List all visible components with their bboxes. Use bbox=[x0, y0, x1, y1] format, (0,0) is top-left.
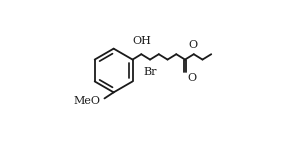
Text: O: O bbox=[188, 73, 197, 83]
Text: OH: OH bbox=[133, 37, 151, 46]
Text: O: O bbox=[189, 40, 198, 50]
Text: Br: Br bbox=[144, 67, 157, 77]
Text: MeO: MeO bbox=[74, 96, 101, 106]
